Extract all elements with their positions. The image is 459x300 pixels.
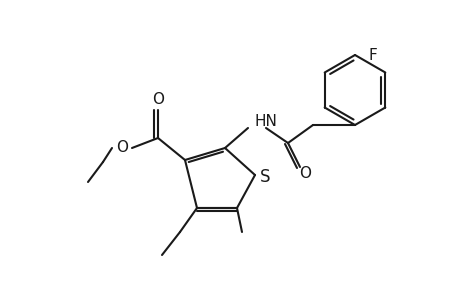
Text: F: F: [368, 47, 377, 62]
Text: O: O: [151, 92, 164, 107]
Text: O: O: [116, 140, 128, 155]
Text: HN: HN: [254, 113, 277, 128]
Text: O: O: [298, 167, 310, 182]
Text: S: S: [259, 168, 270, 186]
